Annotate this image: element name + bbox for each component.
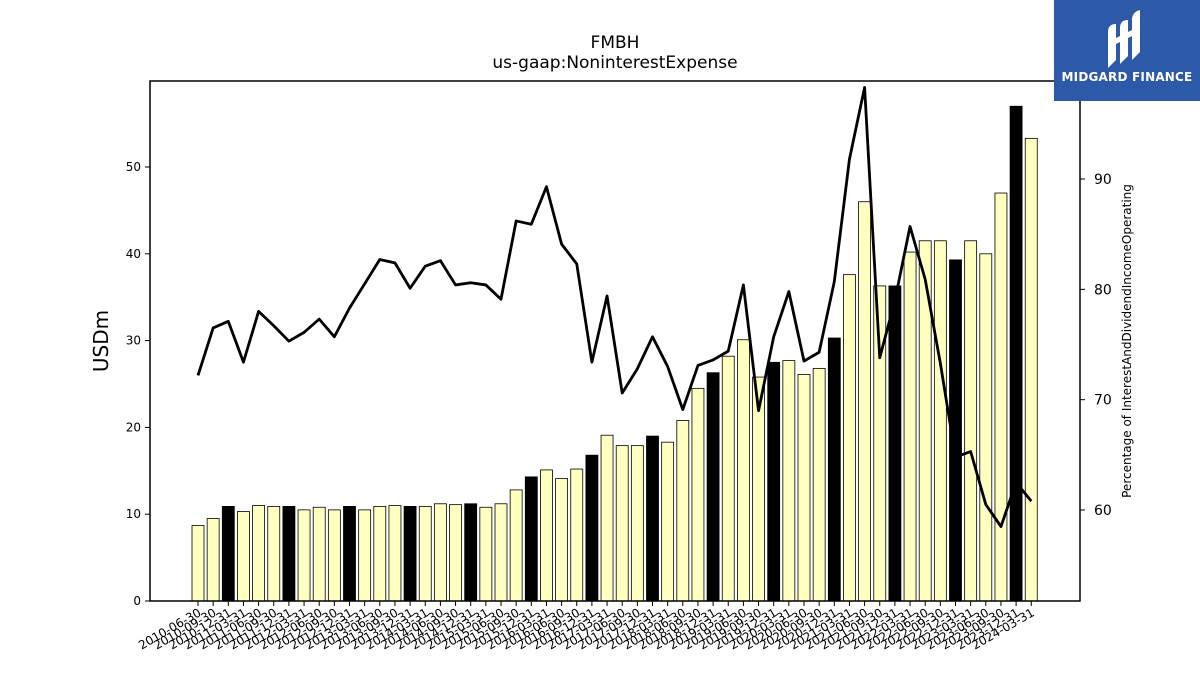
bar-2019-03-31 [721, 355, 735, 602]
bar-2015-06-30 [494, 503, 508, 602]
bar-2014-03-31 [418, 505, 432, 602]
bar-2014-09-30 [449, 504, 462, 602]
y-tick-label: 20 [126, 420, 141, 434]
y-tick-label: 50 [126, 160, 141, 174]
y-tick-label: 10 [126, 507, 141, 521]
bar-2011-12-31 [282, 505, 296, 602]
bar-2023-03-31 [964, 240, 978, 602]
bar-2011-03-31 [237, 511, 250, 602]
bar-2020-09-30 [812, 367, 826, 602]
bar-2014-06-30 [433, 503, 447, 602]
y-tick-label: 30 [126, 334, 141, 348]
bar-2020-06-30 [797, 374, 811, 602]
ratio-line [196, 86, 1033, 528]
y-tick-label: 0 [133, 594, 141, 608]
bar-2012-09-30 [327, 509, 341, 602]
y-axis-label: USDm [89, 310, 113, 372]
bar-2010-12-31 [221, 505, 235, 602]
bar-2011-09-30 [267, 505, 281, 602]
y2-tick-label: 70 [1094, 393, 1112, 409]
bar-2016-12-31 [585, 454, 599, 602]
y2-tick-label: 90 [1094, 172, 1112, 188]
bar-2013-09-30 [388, 505, 402, 602]
bar-2022-03-31 [903, 251, 917, 602]
y-tick-label: 40 [126, 247, 141, 261]
bar-2017-09-30 [630, 445, 644, 602]
midgard-finance-logo: MIDGARD FINANCE [1054, 0, 1200, 101]
bar-2018-03-31 [661, 441, 675, 602]
bar-2017-03-31 [600, 434, 614, 602]
y2-tick-label: 60 [1094, 503, 1112, 519]
bar-2020-03-31 [782, 360, 796, 602]
bars-group [191, 105, 1038, 602]
chart-subtitle: us-gaap:NoninterestExpense [492, 53, 737, 73]
bar-2020-12-31 [827, 337, 841, 602]
y2-tick-label: 80 [1094, 282, 1112, 298]
bar-2013-06-30 [373, 505, 387, 602]
bar-2019-12-31 [767, 361, 781, 602]
bar-2011-06-30 [252, 505, 266, 602]
bar-2021-06-30 [858, 201, 871, 602]
bar-2018-09-30 [691, 387, 705, 602]
line-layer [196, 86, 1033, 528]
bar-2014-12-31 [464, 503, 478, 602]
bar-2010-06-30 [191, 525, 205, 602]
bar-2023-12-31 [1009, 105, 1023, 602]
bar-2024-03-31 [1024, 137, 1038, 602]
bar-2013-12-31 [403, 505, 417, 602]
bar-2017-12-31 [646, 435, 659, 602]
bar-2015-12-31 [524, 476, 538, 602]
bar-2018-06-30 [676, 420, 690, 602]
bar-2016-03-31 [540, 469, 553, 602]
bar-2022-09-30 [933, 240, 947, 602]
bar-2021-12-31 [888, 285, 902, 602]
logo-text: MIDGARD FINANCE [1061, 70, 1193, 84]
bar-2017-06-30 [615, 445, 629, 602]
bar-2015-03-31 [479, 506, 493, 602]
bar-2012-03-31 [297, 509, 311, 602]
bar-2021-03-31 [843, 274, 856, 602]
bar-2018-12-31 [706, 372, 720, 602]
y2-axis-label: Percentage of InterestAndDividendIncomeO… [1120, 184, 1134, 498]
midgard-logo-icon [1108, 10, 1140, 68]
bar-2012-12-31 [343, 505, 356, 602]
x-axis: 2010-06-302010-09-302010-12-312011-03-31… [136, 601, 1037, 652]
bar-2012-06-30 [312, 506, 326, 602]
y-axis-right: 60 70 80 90 [1080, 172, 1112, 519]
bar-2015-09-30 [509, 489, 523, 602]
bar-2023-09-30 [994, 192, 1008, 602]
bar-2016-09-30 [570, 468, 584, 602]
y-axis-left: 0 10 20 30 40 50 [126, 160, 150, 608]
bar-2010-09-30 [206, 518, 220, 602]
chart-title: FMBH [591, 33, 640, 53]
bar-2019-06-30 [737, 339, 750, 602]
bar-2016-06-30 [555, 478, 568, 602]
bar-2013-03-31 [358, 509, 372, 602]
bar-2023-06-30 [979, 253, 993, 602]
